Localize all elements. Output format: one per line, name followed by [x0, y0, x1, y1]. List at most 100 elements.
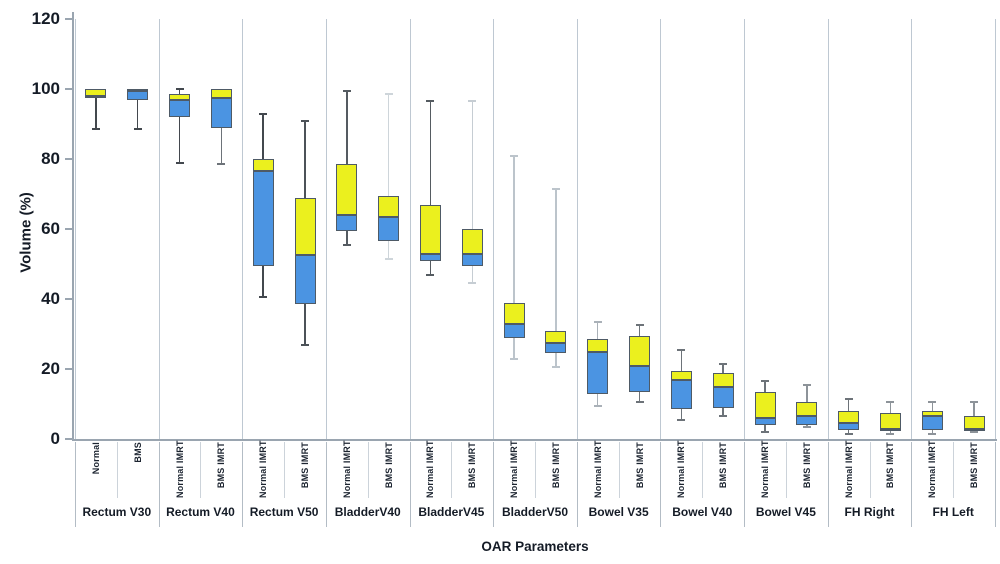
box-group-label: BladderV50 — [501, 505, 568, 519]
box-whisker-cap-bottom — [342, 243, 351, 246]
box-whisker-cap-bottom — [551, 366, 560, 369]
plot-group-separator — [576, 19, 578, 439]
y-tick-mark — [65, 158, 72, 160]
series-label: Normal IMRT — [174, 440, 185, 498]
box-whisker-cap-bottom — [677, 418, 686, 421]
y-tick-label: 40 — [41, 289, 60, 308]
box-lower-quartile — [252, 171, 274, 266]
box-lower-quartile — [461, 253, 483, 266]
y-tick-label: 0 — [50, 429, 60, 448]
label-group-separator — [995, 442, 996, 527]
series-label: BMS IMRT — [634, 442, 645, 489]
series-label: Normal IMRT — [927, 440, 938, 498]
label-group-separator — [576, 442, 578, 527]
box-upper-quartile — [127, 89, 149, 91]
box-lower-quartile — [879, 428, 901, 431]
box-whisker-cap-top — [928, 401, 937, 404]
series-label: BMS IMRT — [383, 442, 394, 489]
plot-group-separator — [744, 19, 746, 439]
box-whisker-cap-top — [677, 348, 686, 351]
box-lower-quartile — [85, 96, 107, 98]
box-lower-quartile — [587, 351, 609, 394]
box-upper-quartile — [85, 89, 107, 96]
box-upper-quartile — [378, 195, 400, 217]
box-upper-quartile — [629, 335, 651, 366]
box-lower-quartile — [210, 97, 232, 128]
box-group-label: Bowel V40 — [672, 505, 733, 519]
box-whisker-cap-bottom — [886, 432, 895, 435]
plot-group-separator — [660, 19, 662, 439]
box-whisker-cap-top — [886, 401, 895, 404]
label-series-separator — [451, 442, 453, 498]
series-label: BMS IMRT — [801, 442, 812, 489]
box-lower-quartile — [670, 379, 692, 410]
box-whisker — [471, 101, 474, 284]
box-whisker-cap-bottom — [175, 161, 184, 164]
box-lower-quartile — [545, 342, 567, 354]
label-series-separator — [785, 442, 787, 498]
box-whisker-cap-top — [426, 100, 435, 103]
plot-group-separator — [911, 19, 913, 439]
box-lower-quartile — [838, 423, 860, 431]
label-series-separator — [869, 442, 871, 498]
box-whisker-cap-top — [301, 119, 309, 122]
series-label: Normal IMRT — [843, 440, 854, 498]
box-upper-quartile — [294, 197, 316, 256]
box-whisker — [429, 101, 432, 275]
series-label: Normal IMRT — [509, 440, 520, 498]
y-tick-label: 100 — [31, 79, 60, 98]
box-lower-quartile — [336, 215, 358, 231]
box-whisker-cap-bottom — [426, 273, 435, 276]
y-tick-mark — [65, 228, 72, 230]
label-series-separator — [535, 442, 536, 498]
label-series-separator — [618, 442, 620, 498]
box-group-label: Rectum V40 — [166, 505, 235, 519]
plot-group-separator — [409, 19, 411, 439]
box-whisker-cap-bottom — [91, 128, 100, 131]
box-whisker-cap-bottom — [259, 296, 268, 299]
label-group-separator — [409, 442, 411, 527]
box-upper-quartile — [210, 89, 232, 98]
box-whisker-cap-top — [593, 320, 602, 323]
label-series-separator — [116, 442, 118, 498]
box-group-label: BladderV40 — [334, 505, 401, 519]
box-lower-quartile — [629, 365, 651, 392]
box-whisker-cap-bottom — [593, 404, 602, 407]
y-tick-label: 20 — [41, 359, 60, 378]
box-upper-quartile — [921, 411, 943, 417]
box-whisker — [513, 155, 515, 359]
box-lower-quartile — [378, 216, 400, 242]
box-upper-quartile — [963, 416, 985, 429]
series-label: Normal IMRT — [592, 440, 603, 498]
box-upper-quartile — [336, 164, 358, 215]
plot-group-separator — [75, 19, 76, 439]
box-whisker-cap-bottom — [510, 357, 519, 360]
series-label: BMS IMRT — [467, 442, 478, 489]
plot-group-separator — [827, 19, 829, 439]
label-group-separator — [744, 442, 746, 527]
box-group-label: BladderV45 — [418, 505, 485, 519]
plot-group-separator — [325, 19, 327, 439]
box-upper-quartile — [461, 229, 483, 254]
box-whisker-cap-bottom — [468, 282, 477, 285]
series-label: Normal IMRT — [258, 440, 269, 498]
label-series-separator — [200, 442, 202, 498]
box-whisker — [95, 89, 97, 130]
label-series-separator — [367, 442, 369, 498]
box-whisker-cap-bottom — [844, 432, 853, 435]
box-group-label: FH Left — [932, 505, 974, 519]
box-whisker-cap-bottom — [301, 343, 309, 346]
box-upper-quartile — [587, 339, 609, 352]
box-whisker-cap-top — [384, 93, 393, 96]
box-lower-quartile — [963, 428, 985, 431]
series-label: Normal — [90, 442, 101, 475]
box-upper-quartile — [712, 372, 734, 387]
box-whisker-cap-top — [175, 88, 184, 90]
series-label: Normal IMRT — [760, 440, 770, 498]
box-whisker-cap-bottom — [928, 432, 937, 435]
box-lower-quartile — [796, 416, 818, 425]
label-group-separator — [493, 442, 495, 527]
series-label: Normal IMRT — [425, 440, 436, 498]
box-whisker-cap-top — [970, 401, 979, 404]
